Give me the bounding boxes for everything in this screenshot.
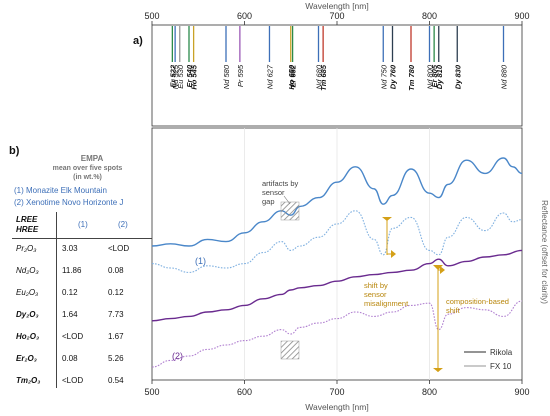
table-cell-value-2: 7.73 [108,310,124,319]
absorption-label-tm-685: Tm 685 [319,64,328,91]
panel-a-xlabel: Wavelength [nm] [305,1,368,11]
table-cell-value-1: 3.03 [62,244,78,253]
table-subtitle-line2: (in wt.%) [15,173,160,182]
table-cell-value-2: <LOD [108,244,129,253]
series-label-1: (1) [195,256,206,266]
table-header-col1: (1) [78,220,88,229]
table-title: EMPA [62,154,122,163]
absorption-label-dy-810: Dy 810 [435,64,444,89]
artifact-box-upper [281,202,299,220]
table-cell-value-1: <LOD [62,376,83,385]
table-header-col2: (2) [118,220,128,229]
panel-b-xtick-label: 600 [237,387,252,397]
table-row: Pr₂O₃ 3.03 <LOD [12,238,152,260]
absorption-label-eu-530: Eu 530 [176,64,185,89]
table-cell-oxide: Tm₂O₃ [16,376,40,385]
artifact-box-lower [281,341,299,359]
table-cell-value-2: 5.26 [108,354,124,363]
absorption-label-nd-580: Nd 580 [222,64,231,89]
table-subtitle: mean over five spots (in wt.%) [15,164,160,182]
panel-a-line-chart: Wavelength [nm] a) 500 600 700 800 900 Nd 52… [133,1,530,126]
panel-b-gridlines [245,128,430,380]
table-header-lree: LREE [16,215,38,225]
sample-1-label: (1) Monazite Elk Mountain [14,186,107,195]
table-header-ree: LREE HREE [16,215,38,235]
table-row: Nd₂O₃ 11.86 0.08 [12,260,152,282]
shift-arrow-composition-bottom [433,368,443,372]
absorption-label-dy-830: Dy 830 [453,64,462,89]
table-cell-value-1: 0.08 [62,354,78,363]
shift-arrow-sensor-tip [391,250,396,258]
table-cell-oxide: Er₂O₃ [16,354,37,363]
panel-b-ylabel: Reflectance (offset for clarity) [540,200,549,304]
absorption-label-nd-880: Nd 880 [500,64,509,89]
series-label-2: (2) [172,351,183,361]
annotation-composition-shift: composition-based shift [446,297,511,315]
panel-a-xtick-label: 600 [237,11,252,21]
table-header-hree: HREE [16,225,38,235]
panel-b-letter: b) [9,145,20,157]
absorption-label-pr-595: Pr 595 [236,64,245,87]
legend-label-fx10: FX 10 [490,362,512,371]
absorption-label-ho-545: Ho 545 [190,64,199,89]
table-cell-oxide: Ho₂O₃ [16,332,39,341]
panel-a-xtick-label: 700 [329,11,344,21]
panel-a-frame [152,25,522,126]
panel-a-xtick-label: 800 [422,11,437,21]
absorption-label-nd-627: Nd 627 [265,64,274,89]
panel-a-xtick-label: 500 [144,11,159,21]
legend: Rikola FX 10 [464,348,513,371]
table-row: Dy₂O₃ 1.64 7.73 [12,304,152,326]
table-cell-oxide: Nd₂O₃ [16,266,39,275]
table-cell-value-2: 0.08 [108,266,124,275]
table-cell-value-1: <LOD [62,332,83,341]
absorption-label-er-652: Er 652 [289,64,298,87]
table-row: Eu₂O₃ 0.12 0.12 [12,282,152,304]
table-cell-oxide: Dy₂O₃ [16,310,39,319]
table-cell-value-2: 0.12 [108,288,124,297]
absorption-label-nd-750: Nd 750 [379,64,388,89]
table-cell-value-1: 1.64 [62,310,78,319]
sample-2-label: (2) Xenotime Novo Horizonte J [14,198,123,207]
table-row: Er₂O₃ 0.08 5.26 [12,348,152,370]
table-cell-oxide: Pr₂O₃ [16,244,36,253]
shift-arrow-sensor [382,217,392,221]
legend-label-rikola: Rikola [490,348,513,357]
panel-b-xlabel: Wavelength [nm] [305,402,368,412]
table-cell-value-2: 1.67 [108,332,124,341]
shift-arrow-composition-tip [440,266,445,274]
panel-b-xtick-label: 900 [514,387,529,397]
panel-b-xtick-label: 700 [329,387,344,397]
absorption-label-dy-760: Dy 760 [389,64,398,89]
annotation-sensor-shift: shift by sensor misalignment [364,281,409,308]
table-row: Ho₂O₃ <LOD 1.67 [12,326,152,348]
table-subtitle-line1: mean over five spots [15,164,160,173]
table-cell-oxide: Eu₂O₃ [16,288,38,297]
panel-a-ticks: 500 600 700 800 900 [144,11,529,25]
absorption-label-tm-780: Tm 780 [407,64,416,91]
table-cell-value-1: 0.12 [62,288,78,297]
table-row: Tm₂O₃ <LOD 0.54 [12,370,152,392]
panel-a-xtick-label: 900 [514,11,529,21]
panel-a-letter: a) [133,35,143,47]
panel-b-ticks: 500 600 700 800 900 [144,380,529,397]
panel-b-xtick-label: 800 [422,387,437,397]
table-cell-value-1: 11.86 [62,266,81,275]
table-cell-value-2: 0.54 [108,376,124,385]
